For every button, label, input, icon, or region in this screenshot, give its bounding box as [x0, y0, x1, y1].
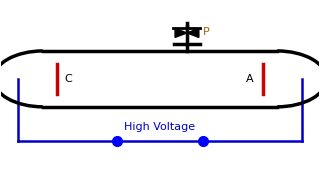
- Text: C: C: [65, 74, 73, 84]
- Polygon shape: [187, 28, 199, 38]
- Text: High Voltage: High Voltage: [124, 122, 196, 132]
- Polygon shape: [175, 28, 187, 38]
- Text: A: A: [246, 74, 253, 84]
- Text: P: P: [203, 27, 210, 37]
